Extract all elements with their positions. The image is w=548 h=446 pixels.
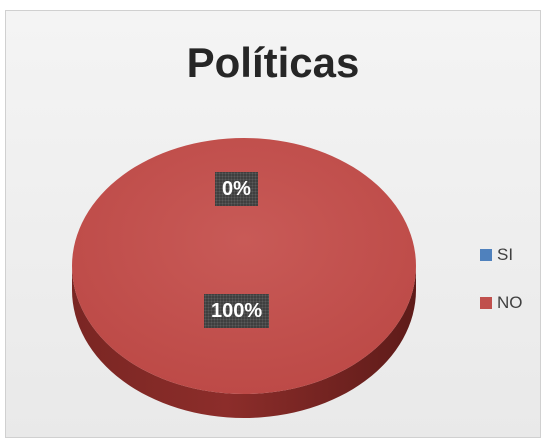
legend-swatch-no: [480, 297, 492, 309]
pie-side: [72, 266, 416, 418]
legend: SI NO: [480, 243, 523, 339]
data-label-si: 0%: [215, 172, 258, 206]
data-label-no: 100%: [204, 294, 270, 328]
pie-slice-no: [72, 138, 416, 394]
legend-swatch-si: [480, 249, 492, 261]
chart-title: Políticas: [186, 39, 360, 86]
legend-label-no: NO: [497, 293, 523, 312]
pie-chart: [72, 138, 416, 418]
legend-item-si: SI: [480, 243, 523, 267]
legend-item-no: NO: [480, 291, 523, 315]
chart-area: Políticas 0% 100% SI NO: [5, 10, 541, 438]
legend-label-si: SI: [497, 245, 514, 264]
